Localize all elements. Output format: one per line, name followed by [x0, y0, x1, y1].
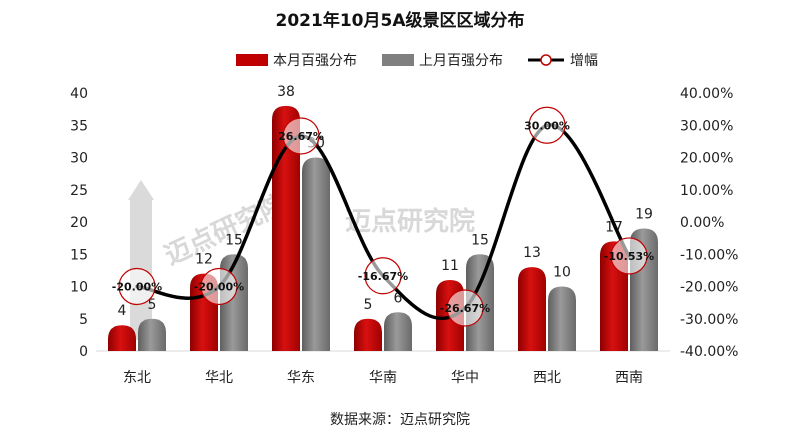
bar-previous — [384, 312, 412, 351]
y-right-tick-label: 20.00% — [680, 151, 733, 167]
y-left-tick-label: 15 — [70, 247, 88, 263]
growth-line: -20.00% -20.00% 26.67% -16.67% -26.67% 30.00%… — [112, 106, 654, 327]
growth-value-label: -26.67% — [440, 302, 490, 315]
x-tick-label: 西北 — [533, 370, 561, 386]
x-tick-label: 华中 — [451, 370, 479, 386]
y-left-tick-label: 25 — [70, 183, 88, 199]
bar-value-label: 5 — [364, 297, 373, 313]
bar-previous — [548, 286, 576, 351]
growth-marker — [200, 267, 238, 306]
y-right-tick-label: -40.00% — [680, 344, 738, 360]
growth-value-label: -20.00% — [194, 281, 244, 294]
bar-value-label: 19 — [635, 206, 653, 222]
y-left-tick-label: 35 — [70, 118, 88, 134]
y-right-tick-label: -30.00% — [680, 312, 738, 328]
x-tick-label: 华南 — [369, 370, 397, 386]
x-tick-label: 东北 — [123, 370, 151, 386]
growth-marker — [446, 289, 484, 327]
legend-label-1: 本月百强分布 — [273, 53, 357, 69]
growth-value-label: 30.00% — [524, 119, 570, 132]
bar-current — [108, 325, 136, 351]
bar-value-label: 6 — [394, 290, 403, 306]
growth-value-label: -10.53% — [604, 250, 654, 263]
axes: 0 5 10 15 20 25 30 35 40 -40.00% -30.00% -20.00% -10… — [70, 86, 738, 386]
bar-current — [354, 318, 382, 351]
y-right-tick-label: 30.00% — [680, 118, 733, 134]
growth-marker — [282, 117, 320, 155]
y-left-tick-label: 10 — [70, 280, 88, 296]
y-right-tick-label: -10.00% — [680, 247, 738, 263]
bar-current — [518, 267, 546, 351]
y-left-tick-label: 40 — [70, 86, 88, 102]
bar-value-label: 15 — [471, 232, 489, 248]
chart-title: 2021年10月5A级景区区域分布 — [275, 11, 525, 31]
bar-value-label: 13 — [523, 245, 541, 261]
legend-label-2: 上月百强分布 — [419, 53, 503, 69]
bar-previous — [302, 157, 330, 351]
y-left-tick-label: 30 — [70, 151, 88, 167]
y-left-tick-label: 0 — [79, 344, 88, 360]
growth-value-label: -16.67% — [358, 270, 408, 283]
x-tick-label: 西南 — [615, 370, 643, 386]
y-right-tick-label: 40.00% — [680, 86, 733, 102]
y-left-tick-label: 20 — [70, 215, 88, 231]
x-tick-label: 华东 — [287, 370, 315, 386]
bar-value-label: 10 — [553, 265, 571, 281]
growth-marker — [610, 237, 648, 275]
growth-marker — [364, 257, 402, 295]
legend-swatch-1 — [236, 54, 268, 66]
legend-swatch-2 — [382, 54, 414, 66]
bar-value-label: 38 — [277, 84, 295, 100]
watermark-text: 迈点研究院 — [345, 206, 475, 237]
legend-marker — [540, 54, 552, 66]
legend-label-3: 增幅 — [570, 53, 598, 69]
x-tick-label: 华北 — [205, 370, 233, 386]
bar-value-label: 5 — [148, 297, 157, 313]
bar-current — [272, 105, 300, 352]
bar-value-label: 15 — [225, 232, 243, 248]
source-note: 数据来源：迈点研究院 — [330, 412, 470, 428]
bar-value-labels: 412385111317515306151019 — [118, 84, 653, 319]
growth-marker — [118, 267, 156, 306]
bar-value-label: 12 — [195, 252, 213, 268]
y-left-tick-label: 5 — [79, 312, 88, 328]
bar-value-label: 4 — [118, 303, 127, 319]
bar-previous — [138, 318, 166, 351]
y-right-tick-label: 0.00% — [680, 215, 724, 231]
y-right-tick-label: 10.00% — [680, 183, 733, 199]
growth-value-label: 26.67% — [278, 130, 324, 143]
growth-value-label: -20.00% — [112, 281, 162, 294]
bar-value-label: 11 — [441, 258, 459, 274]
legend: 本月百强分布 上月百强分布 增幅 — [236, 53, 598, 69]
growth-marker — [528, 106, 566, 144]
watermark-tower-roof — [128, 180, 154, 200]
y-right-tick-label: -20.00% — [680, 280, 738, 296]
